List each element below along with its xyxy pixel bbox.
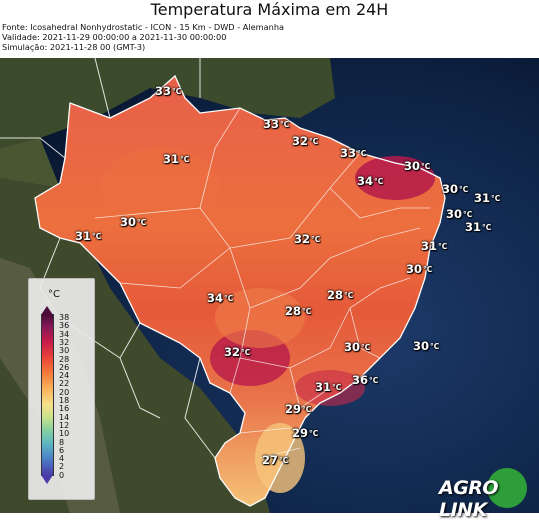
temp-label: 31°C bbox=[75, 229, 102, 243]
temp-label: 32°C bbox=[224, 345, 251, 359]
legend-unit-label: °C bbox=[48, 289, 60, 300]
temp-label: 32°C bbox=[294, 232, 321, 246]
legend-tick: 36 bbox=[59, 321, 70, 331]
temp-label: 31°C bbox=[474, 191, 501, 205]
map-title: Temperatura Máxima em 24H bbox=[150, 0, 389, 19]
temp-label: 33°C bbox=[340, 146, 367, 160]
temp-label: 31°C bbox=[465, 220, 492, 234]
source-line: Fonte: Icosahedral Nonhydrostatic - ICON… bbox=[2, 22, 285, 32]
temp-label: 30°C bbox=[442, 182, 469, 196]
legend-tick: 6 bbox=[59, 445, 65, 455]
legend-tick: 18 bbox=[59, 396, 70, 405]
legend-ticks: 38 36 34 32 30 28 26 24 22 20 18 16 14 1… bbox=[59, 313, 89, 480]
legend-tick: 20 bbox=[59, 387, 70, 397]
temp-label: 33°C bbox=[263, 117, 290, 131]
legend-tick: 24 bbox=[59, 371, 70, 381]
temp-label: 30°C bbox=[344, 340, 371, 354]
legend-tick: 26 bbox=[59, 362, 70, 372]
temp-label: 31°C bbox=[163, 152, 190, 166]
temp-label: 29°C bbox=[285, 402, 312, 416]
temp-label: 31°C bbox=[315, 380, 342, 394]
temp-label: 28°C bbox=[327, 288, 354, 302]
brazil-border bbox=[34, 74, 446, 507]
legend-tick: 8 bbox=[59, 437, 65, 447]
temp-label: 32°C bbox=[292, 134, 319, 148]
northern-land bbox=[0, 58, 335, 148]
legend-tick: 12 bbox=[59, 420, 70, 430]
logo-circle-icon bbox=[487, 468, 527, 508]
agrolink-logo: AGRO LINK bbox=[437, 468, 535, 521]
temp-label: 30°C bbox=[446, 207, 473, 221]
temp-label: 30°C bbox=[404, 159, 431, 173]
legend-tick: 32 bbox=[59, 337, 70, 347]
temp-label: 27°C bbox=[262, 453, 289, 467]
temp-label: 33°C bbox=[155, 84, 182, 98]
legend-tick: 4 bbox=[59, 454, 65, 464]
color-scale-legend: °C 38 36 34 32 30 28 26 24 22 20 18 16 1… bbox=[28, 278, 95, 500]
state-borders bbox=[94, 107, 430, 459]
logo-text: AGRO LINK bbox=[439, 477, 499, 521]
legend-tick: 30 bbox=[59, 346, 70, 356]
temp-label: 30°C bbox=[413, 339, 440, 353]
legend-tick: 10 bbox=[59, 429, 70, 439]
temp-label: 29°C bbox=[292, 426, 319, 440]
legend-tick: 2 bbox=[59, 462, 65, 472]
legend-tick: 28 bbox=[59, 354, 70, 364]
temp-label: 28°C bbox=[285, 304, 312, 318]
validity-line: Validade: 2021-11-29 00:00:00 a 2021-11-… bbox=[2, 32, 227, 42]
legend-tick: 16 bbox=[59, 404, 70, 414]
temp-label: 34°C bbox=[357, 174, 384, 188]
legend-tick: 22 bbox=[59, 379, 70, 389]
legend-color-bar bbox=[41, 306, 54, 484]
cool-south bbox=[255, 423, 305, 493]
temp-label: 30°C bbox=[120, 215, 147, 229]
simulation-line: Simulação: 2021-11-28 00 (GMT-3) bbox=[2, 42, 146, 52]
legend-tick: 0 bbox=[59, 470, 65, 480]
temp-label: 34°C bbox=[207, 291, 234, 305]
legend-tick: 34 bbox=[59, 329, 70, 339]
temp-label: 36°C bbox=[352, 373, 379, 387]
legend-tick: 38 bbox=[59, 313, 70, 322]
temp-label: 31°C bbox=[421, 239, 448, 253]
temp-label: 30°C bbox=[406, 262, 433, 276]
legend-tick: 14 bbox=[59, 412, 70, 422]
